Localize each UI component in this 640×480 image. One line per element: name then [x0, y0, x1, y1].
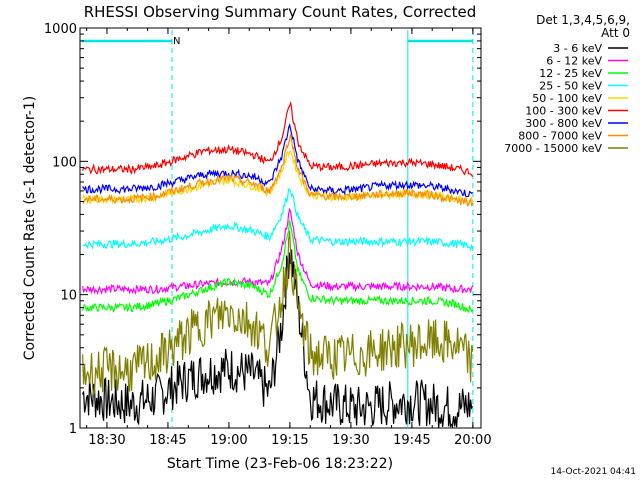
legend-label-1: 6 - 12 keV — [546, 55, 602, 68]
series-line-3 — [82, 188, 474, 252]
legend-label-2: 12 - 25 keV — [539, 67, 602, 80]
legend-label-0: 3 - 6 keV — [553, 42, 602, 55]
legend-header-line1: Det 1,3,4,5,6,9, — [536, 13, 630, 27]
x-tick-label-4: 19:30 — [332, 433, 369, 448]
night-marker-label: N — [173, 36, 180, 47]
axis-ticks: 18:30 18:45 19:00 19:15 19:30 19:45 20:00 1 10 10… — [44, 22, 492, 448]
legend-label-6: 300 - 800 keV — [525, 117, 602, 130]
legend-label-5: 100 - 300 keV — [525, 105, 602, 118]
y-tick-label-0: 1 — [69, 422, 77, 437]
plot-frame — [79, 27, 482, 429]
series-line-1 — [82, 207, 474, 296]
series-line-7 — [82, 133, 474, 207]
y-axis-label: Corrected Count Rate (s-1 detector-1) — [22, 96, 38, 360]
series-line-6 — [82, 122, 473, 198]
chart-title: RHESSI Observing Summary Count Rates, Co… — [84, 3, 477, 21]
series-line-2 — [82, 220, 474, 314]
y-tick-label-2: 100 — [52, 155, 77, 170]
x-tick-label-5: 19:45 — [393, 433, 430, 448]
y-tick-label-3: 1000 — [44, 22, 77, 37]
footer-timestamp: 14-Oct-2021 04:41 — [551, 467, 636, 477]
legend-label-8: 7000 - 15000 keV — [504, 142, 602, 155]
legend-label-7: 800 - 7000 keV — [518, 130, 602, 143]
x-tick-label-0: 18:30 — [88, 433, 125, 448]
series-lines — [82, 100, 474, 429]
legend-label-4: 50 - 100 keV — [532, 92, 602, 105]
series-line-5 — [82, 100, 474, 178]
x-tick-label-6: 20:00 — [454, 433, 491, 448]
x-tick-label-3: 19:15 — [271, 433, 308, 448]
night-markers: N — [82, 30, 474, 428]
x-tick-label-2: 19:00 — [210, 433, 247, 448]
legend-header-line2: Att 0 — [601, 26, 630, 40]
legend-label-3: 25 - 50 keV — [539, 80, 602, 93]
x-axis-label: Start Time (23-Feb-06 18:23:22) — [167, 456, 393, 472]
x-tick-label-1: 18:45 — [149, 433, 186, 448]
series-line-8 — [82, 231, 474, 396]
y-tick-label-1: 10 — [60, 289, 77, 304]
